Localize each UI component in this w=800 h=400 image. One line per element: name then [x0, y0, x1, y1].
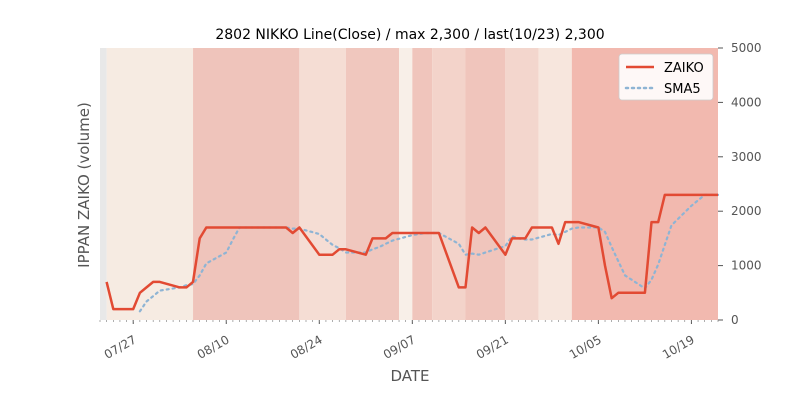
- x-tick-label: 10/05: [567, 332, 604, 361]
- x-axis: 07/27 08/10 08/24 09/07 09/21 10/05 10/19: [99, 320, 719, 362]
- x-axis-title: DATE: [390, 367, 429, 385]
- legend-label-zaiko: ZAIKO: [664, 61, 704, 76]
- background-band-6: [412, 48, 433, 320]
- background-band-4: [345, 48, 400, 320]
- x-tick-label: 09/21: [474, 332, 511, 361]
- legend-label-sma5: SMA5: [664, 82, 701, 97]
- background-band-0: [100, 48, 107, 320]
- legend-box: [618, 53, 714, 101]
- x-tick-label: 10/19: [660, 332, 697, 361]
- legend: ZAIKO SMA5: [618, 53, 714, 101]
- y-tick-label: 0: [731, 313, 739, 327]
- y-tick-label: 4000: [731, 95, 762, 109]
- background-band-8: [465, 48, 506, 320]
- background-band-7: [432, 48, 466, 320]
- x-tick-label: 09/07: [381, 332, 418, 361]
- series-layer: [105, 193, 720, 313]
- x-tick-label: 08/24: [288, 332, 325, 361]
- background-band-2: [193, 48, 300, 320]
- background-band-9: [505, 48, 539, 320]
- y-axis-title: IPPAN ZAIKO (volume): [75, 102, 93, 268]
- y-axis: 0 1000 2000 3000 4000 5000: [718, 41, 762, 327]
- y-tick-label: 3000: [731, 150, 762, 164]
- x-tick-label: 07/27: [102, 332, 139, 361]
- x-tick-label: 08/10: [195, 332, 232, 361]
- chart-title: 2802 NIKKO Line(Close) / max 2,300 / las…: [215, 27, 604, 43]
- background-band-1: [106, 48, 194, 320]
- y-tick-label: 5000: [731, 41, 762, 55]
- background-band-5: [399, 48, 413, 320]
- background-band-3: [299, 48, 346, 320]
- series-line-zaiko: [105, 193, 718, 311]
- background-band-10: [538, 48, 572, 320]
- y-tick-label: 2000: [731, 204, 762, 218]
- y-tick-label: 1000: [731, 259, 762, 273]
